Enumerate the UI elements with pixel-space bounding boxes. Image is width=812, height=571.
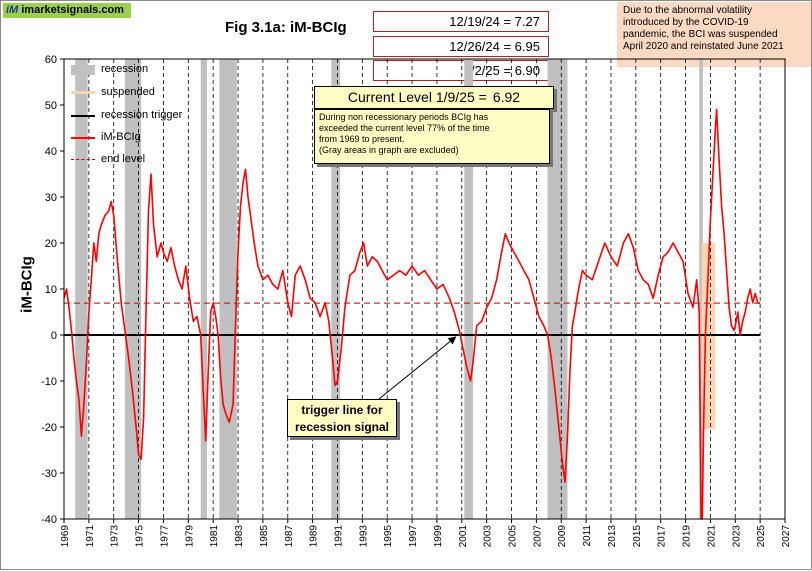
recession-band	[124, 59, 142, 519]
x-tick-label: 2021	[706, 525, 717, 548]
trigger-arrow	[378, 336, 457, 400]
current-level-box: Current Level 1/9/25 = 6.92	[314, 86, 554, 109]
note-line: April 2020 and reinstated June 2021	[623, 41, 784, 52]
legend-item-series: iM-BCIg	[67, 131, 197, 145]
covid-note: Due to the abnormal volatility introduce…	[617, 2, 811, 67]
x-tick-label: 1993	[358, 525, 369, 548]
legend-swatch-recession	[71, 65, 95, 75]
current-level-value: 6.92	[492, 89, 521, 105]
x-tick-label: 2025	[756, 525, 767, 548]
value-box-3: 1/2/25 = 6.90	[373, 60, 549, 81]
x-tick-label: 1985	[259, 525, 270, 548]
x-tick-label: 2027	[781, 525, 792, 548]
x-tick-label: 1969	[60, 525, 71, 548]
x-tick-label: 1973	[110, 525, 121, 548]
x-tick-label: 2023	[731, 525, 742, 548]
trigger-line-1: trigger line for	[301, 403, 383, 417]
y-tick-label: 20	[45, 238, 57, 250]
x-tick-label: 1995	[383, 525, 394, 548]
y-tick-label: 30	[45, 192, 57, 204]
trigger-line-2: recession signal	[294, 420, 390, 434]
x-tick-label: 1975	[135, 525, 146, 548]
x-tick-label: 1981	[209, 525, 220, 548]
legend-swatch-end-level	[71, 159, 95, 160]
x-tick-label: 1991	[333, 525, 344, 548]
legend-item-recession: recession	[67, 63, 197, 77]
x-tick-label: 1983	[234, 525, 245, 548]
recession-band	[75, 59, 88, 519]
recession-band	[200, 59, 207, 519]
legend-label: suspended	[101, 86, 155, 98]
y-tick-label: -10	[41, 376, 57, 388]
callout-line: from 1969 to present.	[319, 134, 405, 144]
legend-label: recession trigger	[101, 109, 183, 121]
x-tick-label: 2013	[607, 525, 618, 548]
value-box-1: 12/19/24 = 7.27	[373, 11, 549, 32]
axes: -40 -30 -20 -10 0 10 20 30 40 50 60 1969 1971 1973 197…	[41, 54, 792, 547]
logo-text: imarketsignals.com	[21, 4, 124, 16]
callout-line: (Gray areas in graph are excluded)	[319, 145, 459, 155]
recession-band	[699, 59, 703, 519]
callout-line: During non recessionary periods BCIg has	[319, 112, 489, 122]
x-tick-label: 1987	[284, 525, 295, 548]
legend-swatch-series	[71, 137, 95, 139]
legend-item-end-level: end level	[67, 153, 197, 167]
trigger-annotation: trigger line for recession signal	[287, 399, 397, 437]
y-tick-label: 50	[45, 100, 57, 112]
series-layer	[63, 108, 761, 520]
y-tick-label: 10	[45, 284, 57, 296]
callout-line: exceeded the current level 77% of the ti…	[319, 123, 490, 133]
callout-text: During non recessionary periods BCIg has…	[314, 109, 550, 164]
legend-swatch-trigger	[71, 115, 95, 117]
y-tick-label: -20	[41, 422, 57, 434]
legend-label: recession	[101, 63, 149, 75]
y-axis-label: iM-BCIg	[18, 256, 36, 313]
x-tick-label: 1997	[408, 525, 419, 548]
legend-swatch-suspended	[71, 91, 95, 94]
y-tick-label: -40	[41, 514, 57, 526]
logo-mark: iM	[6, 4, 19, 16]
x-tick-label: 2001	[458, 525, 469, 548]
x-tick-label: 2005	[508, 525, 519, 548]
y-tick-label: -30	[41, 468, 57, 480]
x-tick-label: 2017	[657, 525, 668, 548]
value-box-2: 12/26/24 = 6.95	[373, 36, 549, 57]
y-tick-label: 40	[45, 146, 57, 158]
x-tick-label: 2009	[557, 525, 568, 548]
x-tick-label: 1971	[85, 525, 96, 548]
y-tick-label: 60	[45, 54, 57, 66]
site-logo[interactable]: iM imarketsignals.com	[3, 3, 131, 18]
recession-band	[547, 59, 568, 519]
series-line	[63, 108, 761, 520]
legend-label: iM-BCIg	[101, 131, 141, 143]
note-line: introduced by the COVID-19	[623, 17, 749, 28]
x-tick-label: 1999	[433, 525, 444, 548]
recession-band	[464, 59, 473, 519]
x-tick-label: 2019	[682, 525, 693, 548]
x-tick-label: 1977	[159, 525, 170, 548]
chart-title: Fig 3.1a: iM-BCIg	[225, 19, 347, 36]
legend-item-trigger: recession trigger	[67, 109, 197, 123]
recession-band	[219, 59, 237, 519]
note-line: pandemic, the BCI was suspended	[623, 29, 778, 40]
current-level-label: Current Level 1/9/25 =	[347, 89, 487, 105]
x-tick-label: 1979	[184, 525, 195, 548]
recession-band	[331, 59, 340, 519]
y-tick-label: 0	[51, 330, 57, 342]
arrow-line	[378, 336, 457, 400]
x-tick-label: 2011	[582, 525, 593, 547]
note-line: Due to the abnormal volatility	[623, 5, 752, 16]
x-tick-label: 2015	[632, 525, 643, 548]
legend-item-suspended: suspended	[67, 86, 197, 100]
x-tick-label: 2007	[532, 525, 543, 548]
x-tick-label: 2003	[483, 525, 494, 548]
legend-label: end level	[101, 153, 146, 165]
x-tick-label: 1989	[309, 525, 320, 548]
reference-lines	[64, 302, 761, 336]
